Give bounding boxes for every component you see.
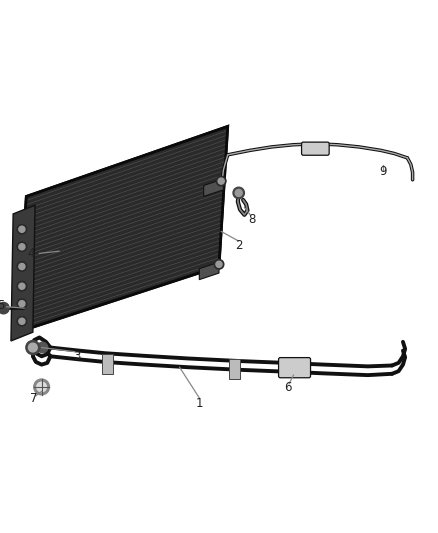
Text: 5: 5 [0, 300, 4, 312]
Circle shape [19, 263, 25, 270]
FancyBboxPatch shape [279, 358, 311, 378]
Circle shape [19, 244, 25, 250]
Circle shape [216, 261, 222, 268]
FancyBboxPatch shape [229, 359, 240, 379]
Circle shape [214, 260, 224, 269]
Circle shape [37, 382, 46, 392]
Circle shape [17, 242, 27, 252]
Polygon shape [11, 205, 35, 341]
Text: 1: 1 [195, 397, 203, 410]
Text: 8: 8 [248, 213, 255, 226]
Circle shape [17, 262, 27, 271]
Polygon shape [204, 179, 223, 197]
Circle shape [17, 281, 27, 291]
Circle shape [37, 342, 48, 353]
Text: 4: 4 [27, 247, 35, 260]
Circle shape [19, 301, 25, 307]
Circle shape [28, 343, 37, 352]
Polygon shape [18, 126, 228, 332]
Circle shape [17, 317, 27, 326]
Circle shape [26, 341, 40, 354]
Circle shape [218, 178, 224, 184]
Circle shape [19, 226, 25, 232]
Circle shape [17, 299, 27, 309]
Text: 3: 3 [73, 350, 80, 363]
Circle shape [0, 302, 9, 314]
Polygon shape [199, 262, 219, 280]
Text: 9: 9 [379, 165, 387, 177]
Text: 7: 7 [30, 392, 38, 405]
Text: 2: 2 [235, 239, 243, 252]
Circle shape [34, 379, 49, 395]
Text: 6: 6 [284, 381, 292, 394]
FancyBboxPatch shape [301, 142, 329, 155]
Circle shape [19, 283, 25, 289]
FancyBboxPatch shape [102, 354, 113, 374]
Circle shape [19, 318, 25, 324]
Circle shape [235, 189, 242, 197]
Circle shape [17, 224, 27, 234]
Circle shape [216, 176, 226, 186]
Circle shape [233, 187, 244, 199]
